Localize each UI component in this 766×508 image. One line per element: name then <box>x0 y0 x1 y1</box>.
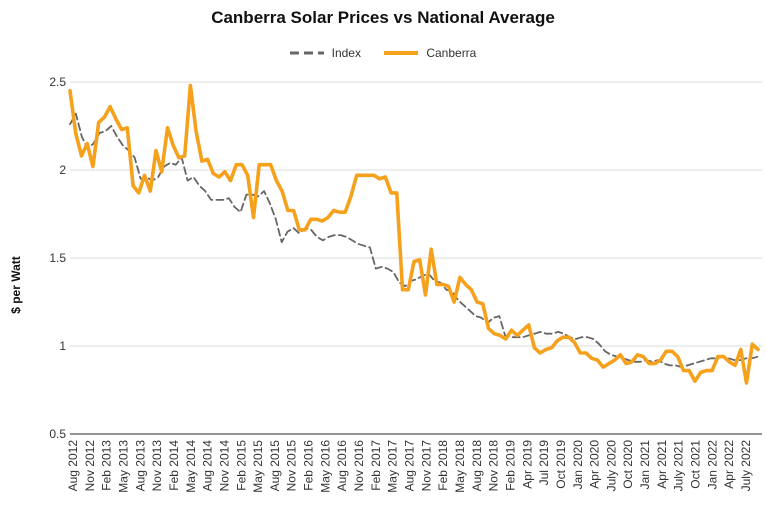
x-tick-label: Feb 2018 <box>436 440 450 491</box>
x-tick-label: Nov 2012 <box>83 440 97 492</box>
y-tick-label: 1.5 <box>49 251 66 265</box>
legend-label-canberra: Canberra <box>426 46 477 60</box>
x-tick-label: Aug 2015 <box>268 440 282 492</box>
x-tick-label: May 2015 <box>251 440 265 493</box>
x-tick-label: Aug 2018 <box>470 440 484 492</box>
x-tick-label: May 2018 <box>453 440 467 493</box>
x-tick-label: Jan 2020 <box>571 440 585 490</box>
x-tick-label: July 2022 <box>739 440 753 492</box>
x-tick-label: May 2014 <box>184 440 198 493</box>
x-tick-label: May 2013 <box>116 440 130 493</box>
legend-swatch-canberra <box>384 51 419 55</box>
x-tick-label: Jul 2019 <box>537 440 551 486</box>
y-tick-label: 0.5 <box>49 427 66 441</box>
legend-item-canberra[interactable]: Canberra <box>384 46 476 60</box>
x-tick-label: Nov 2015 <box>285 440 299 492</box>
x-tick-label: July 2021 <box>672 440 686 492</box>
x-tick-label: Jan 2021 <box>638 440 652 490</box>
series-line-canberra <box>68 83 760 385</box>
x-tick-label: July 2020 <box>604 440 618 492</box>
x-tick-label: Oct 2021 <box>689 440 703 489</box>
x-tick-label: Feb 2015 <box>234 440 248 491</box>
x-tick-label: Apr 2019 <box>520 440 534 489</box>
y-tick-label: 2.5 <box>49 75 66 89</box>
legend: Index Canberra <box>0 44 766 60</box>
x-tick-label: Feb 2019 <box>503 440 517 491</box>
series-line-index <box>69 112 759 369</box>
x-tick-label: Apr 2020 <box>588 440 602 489</box>
x-tick-label: Aug 2014 <box>201 440 215 492</box>
x-tick-label: Nov 2013 <box>150 440 164 492</box>
x-tick-label: Aug 2017 <box>403 440 417 492</box>
x-tick-label: Apr 2021 <box>655 440 669 489</box>
x-tick-label: May 2017 <box>386 440 400 493</box>
x-tick-label: May 2016 <box>318 440 332 493</box>
x-tick-label: Feb 2014 <box>167 440 181 491</box>
chart-title: Canberra Solar Prices vs National Averag… <box>211 8 555 27</box>
x-tick-label: Nov 2014 <box>217 440 231 492</box>
x-tick-label: Nov 2017 <box>419 440 433 492</box>
x-tick-label: Oct 2019 <box>554 440 568 489</box>
x-tick-label: Aug 2013 <box>133 440 147 492</box>
x-tick-label: Feb 2017 <box>369 440 383 491</box>
x-tick-label: Feb 2016 <box>302 440 316 491</box>
x-tick-label: Feb 2013 <box>100 440 114 491</box>
legend-label-index: Index <box>331 46 361 60</box>
y-tick-label: 2 <box>59 163 66 177</box>
y-tick-label: 1 <box>59 339 66 353</box>
legend-item-index[interactable]: Index <box>289 46 361 60</box>
x-tick-label: Apr 2022 <box>722 440 736 489</box>
x-tick-label: Aug 2016 <box>335 440 349 492</box>
legend-swatch-index <box>289 51 324 55</box>
x-tick-label: Nov 2016 <box>352 440 366 492</box>
x-tick-label: Aug 2012 <box>66 440 80 492</box>
x-tick-label: Nov 2018 <box>487 440 501 492</box>
x-tick-label: Jan 2022 <box>705 440 719 490</box>
x-tick-label: Oct 2020 <box>621 440 635 489</box>
